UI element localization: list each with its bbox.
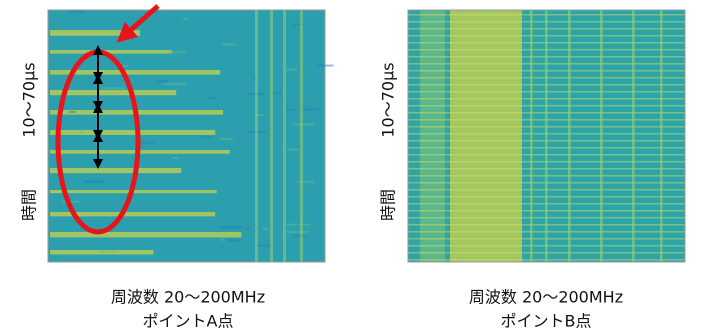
spectrogram-b: [407, 9, 686, 263]
vline: [270, 10, 273, 262]
noise: [101, 87, 126, 90]
spectrogram-a: [47, 9, 334, 263]
noise: [157, 80, 169, 83]
vline: [255, 10, 258, 262]
streak: [50, 30, 141, 36]
vline: [300, 10, 303, 262]
noise: [182, 18, 189, 21]
noise: [68, 110, 77, 113]
noise: [286, 223, 311, 226]
noise: [274, 92, 282, 95]
noise: [171, 157, 179, 160]
noise: [227, 239, 242, 242]
caption: ポイントA点: [143, 312, 234, 331]
frame: [407, 9, 686, 263]
noise: [68, 10, 85, 13]
annotation: [55, 4, 160, 235]
noise: [294, 235, 306, 238]
noise: [262, 227, 269, 230]
band: [450, 10, 522, 262]
noise: [297, 180, 315, 183]
noise: [206, 96, 218, 99]
x-label: 周波数 20〜200MHz: [111, 288, 265, 307]
noise: [286, 68, 298, 71]
band: [420, 10, 445, 262]
noise: [163, 83, 187, 86]
streak: [50, 168, 182, 174]
noise: [219, 138, 234, 141]
caption: ポイントB点: [501, 312, 592, 331]
noise: [119, 65, 129, 68]
streak: [50, 250, 154, 255]
noise: [286, 230, 309, 233]
y-label-range: 10〜70μs: [20, 62, 39, 137]
noise: [256, 244, 270, 247]
x-label: 周波数 20〜200MHz: [469, 288, 623, 307]
streak: [50, 70, 221, 75]
streak: [50, 212, 216, 217]
streak: [50, 50, 172, 54]
noise: [292, 123, 315, 126]
y-label: 時間: [20, 189, 39, 221]
noise: [301, 108, 320, 111]
noise: [98, 250, 115, 253]
noise: [83, 180, 106, 183]
frame: [47, 9, 326, 263]
noise: [137, 141, 155, 144]
vline: [530, 10, 533, 262]
vline: [600, 10, 603, 262]
streak: [50, 232, 242, 238]
noise: [218, 226, 242, 229]
y-label-range: 10〜70μs: [379, 62, 398, 137]
pointer-arrow: [116, 4, 160, 43]
streak: [50, 90, 177, 96]
noise: [254, 114, 264, 117]
noise: [222, 43, 237, 46]
noise: [199, 136, 212, 139]
noise: [244, 227, 251, 230]
vline: [545, 10, 548, 262]
noise: [286, 108, 295, 111]
noise: [168, 51, 186, 54]
vline: [283, 10, 286, 262]
vline: [568, 10, 571, 262]
noise: [79, 131, 85, 134]
noise: [219, 238, 225, 241]
noise: [293, 23, 305, 26]
noise: [62, 200, 81, 203]
vline: [660, 10, 663, 262]
streak: [50, 130, 216, 135]
y-label: 時間: [379, 189, 398, 221]
vline: [632, 10, 635, 262]
noise: [287, 148, 299, 151]
